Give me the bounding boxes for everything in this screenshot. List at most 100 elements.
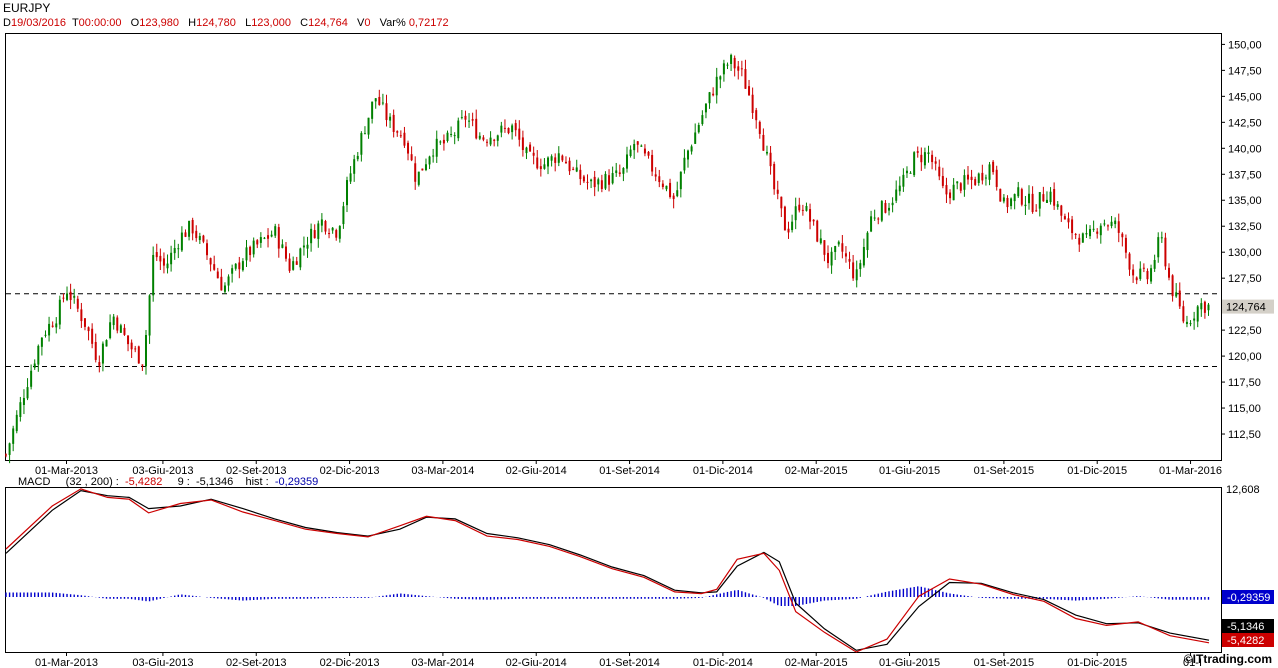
candle-body <box>241 261 244 271</box>
x-tick-label: 01-Giu-2015 <box>879 465 940 477</box>
candle-body <box>306 244 309 249</box>
candle-body <box>417 171 420 185</box>
candle-body <box>288 258 291 271</box>
candle-body <box>202 235 205 242</box>
candle-body <box>701 115 704 125</box>
candle-body <box>346 180 349 206</box>
candle-body <box>475 118 478 139</box>
candle-body <box>1074 234 1077 236</box>
candle-body <box>1045 199 1048 203</box>
hist-tag-label: -0,29359 <box>1227 592 1270 604</box>
candle-body <box>913 152 916 176</box>
candle-body <box>1056 204 1059 207</box>
candle-body <box>1024 204 1027 207</box>
current-price-label: 124,764 <box>1226 302 1266 314</box>
candle-body <box>69 291 72 301</box>
candle-body <box>679 171 682 190</box>
candle-body <box>744 69 747 89</box>
candle-body <box>590 179 593 182</box>
candle-body <box>464 115 467 120</box>
candle-body <box>1002 197 1005 202</box>
candle-body <box>209 258 212 265</box>
candle-body <box>687 150 690 160</box>
candle-body <box>995 169 998 187</box>
candle-body <box>941 176 944 186</box>
candle-body <box>184 232 187 237</box>
candle-body <box>101 343 104 364</box>
candle-body <box>442 139 445 144</box>
y-tick-label: 135,00 <box>1228 195 1262 207</box>
candle-body <box>320 219 323 226</box>
candle-body <box>952 184 955 201</box>
candle-body <box>407 142 410 154</box>
x-tick-label: 02-Mar-2015 <box>785 465 848 477</box>
candle-body <box>801 209 804 211</box>
candle-body <box>855 269 858 281</box>
candle-body <box>1196 306 1199 322</box>
candle-body <box>478 135 481 139</box>
candle-body <box>374 98 377 102</box>
candle-body <box>338 226 341 239</box>
candle-body <box>579 169 582 180</box>
candle-body <box>1200 303 1203 310</box>
macd-value-tags: -0,29359 -5,1346 -5,4282 <box>1222 590 1274 647</box>
candle-body <box>877 218 880 220</box>
candle-body <box>349 173 352 182</box>
candle-body <box>618 172 621 175</box>
candle-body <box>507 128 510 134</box>
candle-body <box>1060 205 1063 216</box>
candle-body <box>1035 210 1038 212</box>
candle-body <box>654 174 657 177</box>
candles <box>5 53 1210 464</box>
y-tick-label: 112,50 <box>1228 429 1261 441</box>
candle-body <box>1071 219 1074 234</box>
candle-body <box>446 132 449 141</box>
candle-body <box>841 243 844 252</box>
candle-body <box>1099 225 1102 236</box>
candle-body <box>1203 301 1206 313</box>
candle-body <box>905 170 908 174</box>
candle-body <box>999 188 1002 202</box>
candle-body <box>945 185 948 195</box>
candle-body <box>794 206 797 221</box>
candle-body <box>898 185 901 192</box>
time-label: T <box>71 17 79 29</box>
candle-body <box>798 204 801 211</box>
candle-body <box>1132 269 1135 276</box>
candle-body <box>916 151 919 153</box>
macd-y-axis: 12,608 <box>1226 484 1260 496</box>
candle-body <box>902 174 905 187</box>
candle-body <box>934 161 937 164</box>
open-value: 123,980 <box>139 17 179 29</box>
candle-body <box>629 149 632 156</box>
candle-body <box>963 175 966 190</box>
candle-body <box>30 370 33 387</box>
candle-body <box>870 216 873 232</box>
candle-body <box>471 119 474 121</box>
hist-value: -0,29359 <box>274 476 319 488</box>
candle-body <box>252 240 255 255</box>
candle-body <box>216 271 219 279</box>
macd-x-tick-label: 03-Giu-2013 <box>132 657 193 668</box>
candle-body <box>310 228 313 244</box>
candle-body <box>152 254 155 296</box>
candle-body <box>245 247 248 261</box>
candle-body <box>503 127 506 129</box>
candle-body <box>5 454 7 456</box>
signal-tag-box <box>1222 619 1274 633</box>
signal-value: -5,1346 <box>195 476 234 488</box>
candle-body <box>356 155 359 160</box>
candle-body <box>87 327 90 332</box>
candle-body <box>15 414 18 432</box>
candle-body <box>848 258 851 262</box>
candle-body <box>1081 233 1084 243</box>
candle-body <box>457 120 460 139</box>
candle-body <box>58 299 61 325</box>
date-value: 19/03/2016 <box>10 17 67 29</box>
candle-body <box>188 220 191 237</box>
candle-body <box>213 264 216 270</box>
candle-body <box>144 335 147 367</box>
candle-body <box>33 363 36 368</box>
candle-body <box>414 163 417 182</box>
candle-body <box>367 117 370 135</box>
